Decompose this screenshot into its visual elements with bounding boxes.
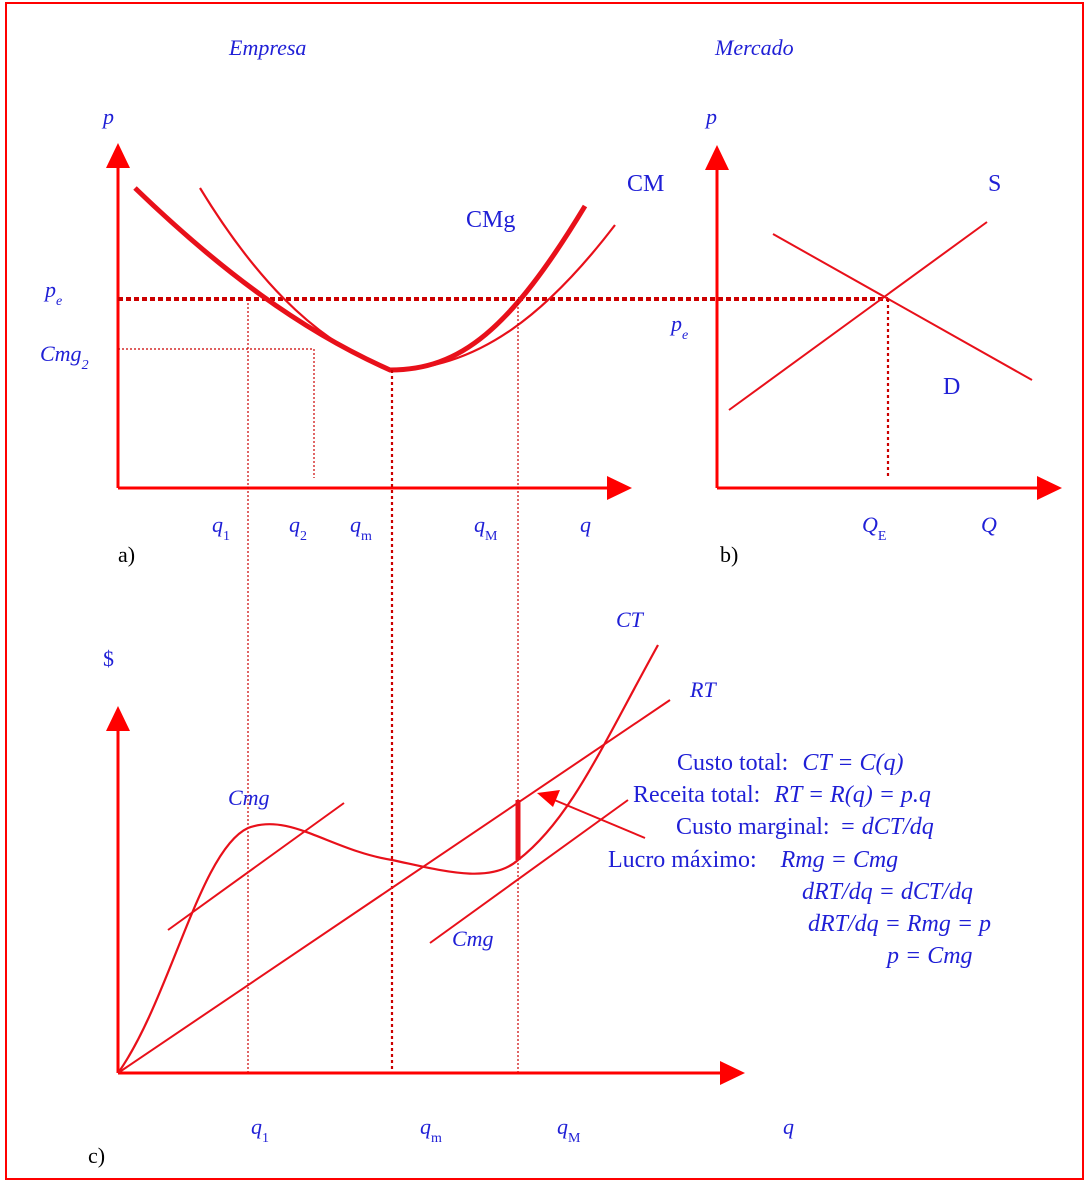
tick-q1-a: q1 (212, 512, 230, 544)
panel-c-y-arrow (106, 706, 130, 731)
tick-qe-b: QE (862, 512, 886, 544)
cmg-curve-label: CMg (466, 207, 515, 233)
panel-a-x-label: q (580, 512, 591, 537)
profit-arrow-head (537, 790, 560, 807)
demand-label: D (943, 374, 960, 400)
pe-label-a: pe (43, 277, 62, 309)
panel-a-tag: a) (118, 542, 135, 567)
tick-qm-a: qm (350, 512, 372, 544)
cmg2-label: Cmg2 (40, 341, 89, 373)
supply-label: S (988, 171, 1001, 197)
title-empresa: Empresa (228, 35, 306, 60)
tick-qm-c: qm (420, 1114, 442, 1146)
panel-b-y-arrow (705, 145, 729, 170)
tangent-qM (429, 799, 629, 944)
panel-a-x-arrow (607, 476, 632, 500)
eq-custo-marginal: Custo marginal: = dCT/dq (676, 814, 934, 840)
eq-deriv-1: dRT/dq = dCT/dq (802, 879, 973, 905)
tick-qM-c: qM (557, 1114, 581, 1146)
tick-q2-a: q2 (289, 512, 307, 544)
eq-deriv-2: dRT/dq = Rmg = p (808, 911, 991, 937)
tangent-left-label: Cmg (228, 785, 270, 810)
cm-curve (199, 187, 616, 372)
panel-b-x-label: Q (981, 512, 997, 537)
ct-curve (117, 644, 659, 1074)
panel-c-x-arrow (720, 1061, 745, 1085)
equations-block: Custo total: CT = C(q) Receita total: RT =… (608, 750, 991, 969)
demand-line (772, 233, 1033, 381)
pe-label-b: pe (669, 311, 688, 343)
panel-a-y-arrow (106, 143, 130, 168)
panel-b-x-arrow (1037, 476, 1062, 500)
panel-c-y-label: $ (103, 646, 114, 671)
cm-curve-label: CM (627, 171, 664, 197)
eq-lucro-maximo: Lucro máximo: Rmg = Cmg (608, 847, 898, 873)
panel-c: CT RT Cmg Cmg $ q q1 qm qM c) (88, 299, 794, 1168)
panel-b: p Q S D pe QE b) (669, 104, 1062, 567)
rt-line-label: RT (689, 677, 717, 702)
panel-c-tag: c) (88, 1143, 105, 1168)
eq-receita-total: Receita total: RT = R(q) = p.q (633, 782, 931, 808)
eq-p-cmg: p = Cmg (885, 943, 973, 969)
tick-q1-c: q1 (251, 1114, 269, 1146)
supply-line (728, 221, 988, 411)
figure-frame (5, 2, 1084, 1180)
eq-custo-total: Custo total: CT = C(q) (677, 750, 903, 776)
ct-curve-label: CT (616, 607, 645, 632)
tangent-right-label: Cmg (452, 926, 494, 951)
title-mercado: Mercado (714, 35, 794, 60)
panel-b-tag: b) (720, 542, 738, 567)
rt-line (117, 699, 671, 1074)
panel-b-y-label: p (704, 104, 717, 129)
tangent-q1 (167, 802, 345, 931)
tick-qM-a: qM (474, 512, 498, 544)
panel-a-y-label: p (101, 104, 114, 129)
panel-c-x-label: q (783, 1114, 794, 1139)
profit-arrow-line (551, 798, 646, 839)
cmg-curve (133, 186, 588, 373)
panel-a: p q CM CMg pe Cmg2 q1 q2 qm qM a) (40, 104, 888, 567)
